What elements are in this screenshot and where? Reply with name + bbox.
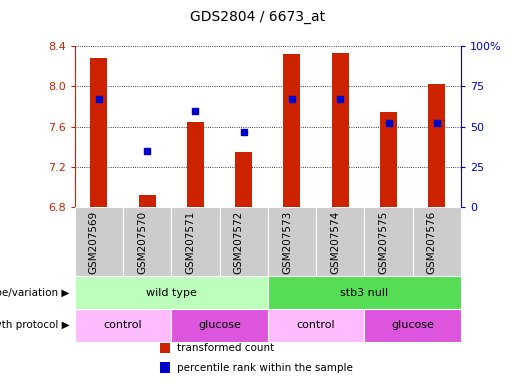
Bar [268, 207, 316, 276]
Text: control: control [104, 320, 142, 331]
Bar [428, 84, 445, 207]
Point [95, 96, 103, 103]
Point [288, 96, 296, 103]
Bar [365, 309, 461, 342]
Bar [235, 152, 252, 207]
Bar [75, 309, 171, 342]
Point [239, 129, 248, 135]
Text: genotype/variation ▶: genotype/variation ▶ [0, 288, 70, 298]
Text: glucose: glucose [391, 320, 434, 331]
Bar [171, 207, 219, 276]
Bar [380, 112, 397, 207]
Point [336, 96, 345, 103]
Point [433, 121, 441, 127]
Bar [160, 343, 170, 353]
Bar [268, 309, 365, 342]
Text: stb3 null: stb3 null [340, 288, 388, 298]
Bar [365, 207, 413, 276]
Bar [187, 122, 204, 207]
Text: control: control [297, 320, 335, 331]
Bar [413, 207, 461, 276]
Text: GDS2804 / 6673_at: GDS2804 / 6673_at [190, 10, 325, 23]
Text: percentile rank within the sample: percentile rank within the sample [177, 363, 353, 373]
Bar [332, 53, 349, 207]
Bar [123, 207, 171, 276]
Bar [160, 362, 170, 373]
Point [143, 148, 151, 154]
Bar [75, 276, 268, 309]
Text: GSM207573: GSM207573 [282, 211, 292, 274]
Text: GSM207569: GSM207569 [89, 211, 99, 274]
Text: growth protocol ▶: growth protocol ▶ [0, 320, 70, 331]
Bar [139, 195, 156, 207]
Bar [219, 207, 268, 276]
Text: transformed count: transformed count [177, 343, 274, 353]
Text: GSM207570: GSM207570 [137, 211, 147, 274]
Bar [268, 276, 461, 309]
Text: GSM207574: GSM207574 [330, 211, 340, 274]
Bar [75, 207, 123, 276]
Point [191, 108, 199, 114]
Text: wild type: wild type [146, 288, 197, 298]
Bar [283, 54, 300, 207]
Bar [90, 58, 107, 207]
Text: GSM207572: GSM207572 [234, 211, 244, 274]
Text: glucose: glucose [198, 320, 241, 331]
Text: GSM207571: GSM207571 [185, 211, 195, 274]
Bar [316, 207, 365, 276]
Bar [171, 309, 268, 342]
Point [384, 121, 392, 127]
Text: GSM207576: GSM207576 [427, 211, 437, 274]
Text: GSM207575: GSM207575 [379, 211, 388, 274]
